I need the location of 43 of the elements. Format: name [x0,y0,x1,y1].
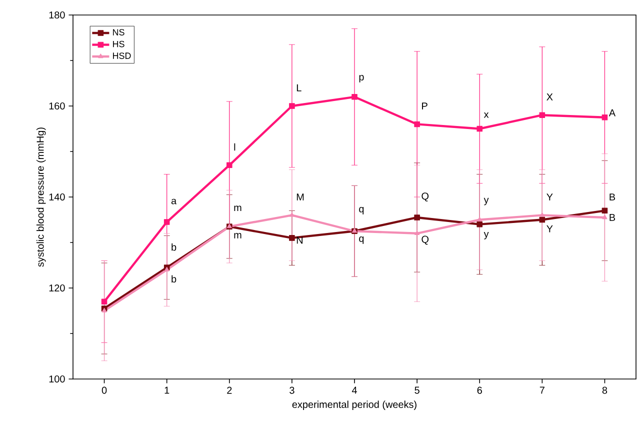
legend-label: HS [113,40,124,48]
annotation: Q [422,236,429,245]
annotation: Q [422,192,429,202]
annotation: m [234,206,242,212]
annotation: Y [546,194,553,200]
annotation: l [234,143,236,151]
annotation: b [172,243,176,251]
annotation: b [172,275,176,283]
annotation: q [359,236,364,244]
annotation: y [484,232,489,240]
x-tick-label: 3 [290,386,294,394]
x-tick-label: 0 [102,386,107,394]
y-tick-label: 100 [49,375,65,383]
annotation: M [296,194,304,200]
annotation: Y [546,225,553,232]
x-axis-title: experimental period (weeks) [292,400,416,410]
annotation: m [234,233,242,238]
legend-label: NS [113,29,124,36]
x-tick-label: 8 [602,386,608,394]
x-tick-label: 2 [227,386,232,394]
annotation: N [296,236,303,244]
annotation: L [296,84,302,92]
y-tick-label: 140 [49,193,65,201]
x-tick-label: 6 [477,386,482,394]
legend-label: HSD [113,52,131,59]
x-tick-label: 4 [352,386,357,394]
x-tick-label: 5 [414,386,420,394]
y-tick-label: 160 [49,102,65,110]
x-tick-label: 7 [540,386,544,394]
annotation: x [484,112,489,118]
annotation: X [546,93,553,100]
annotation: B [610,194,616,200]
annotation: B [610,214,616,221]
annotation: y [484,198,489,206]
annotation: P [422,102,428,110]
annotation: p [359,74,364,82]
y-tick-label: 180 [49,11,65,19]
x-tick-label: 1 [164,386,170,394]
y-axis-title: systolic blood pressure (mmHg) [36,128,46,267]
y-tick-label: 120 [49,284,65,292]
annotation: A [608,109,616,116]
annotation: q [359,206,364,214]
annotation: a [171,198,177,204]
